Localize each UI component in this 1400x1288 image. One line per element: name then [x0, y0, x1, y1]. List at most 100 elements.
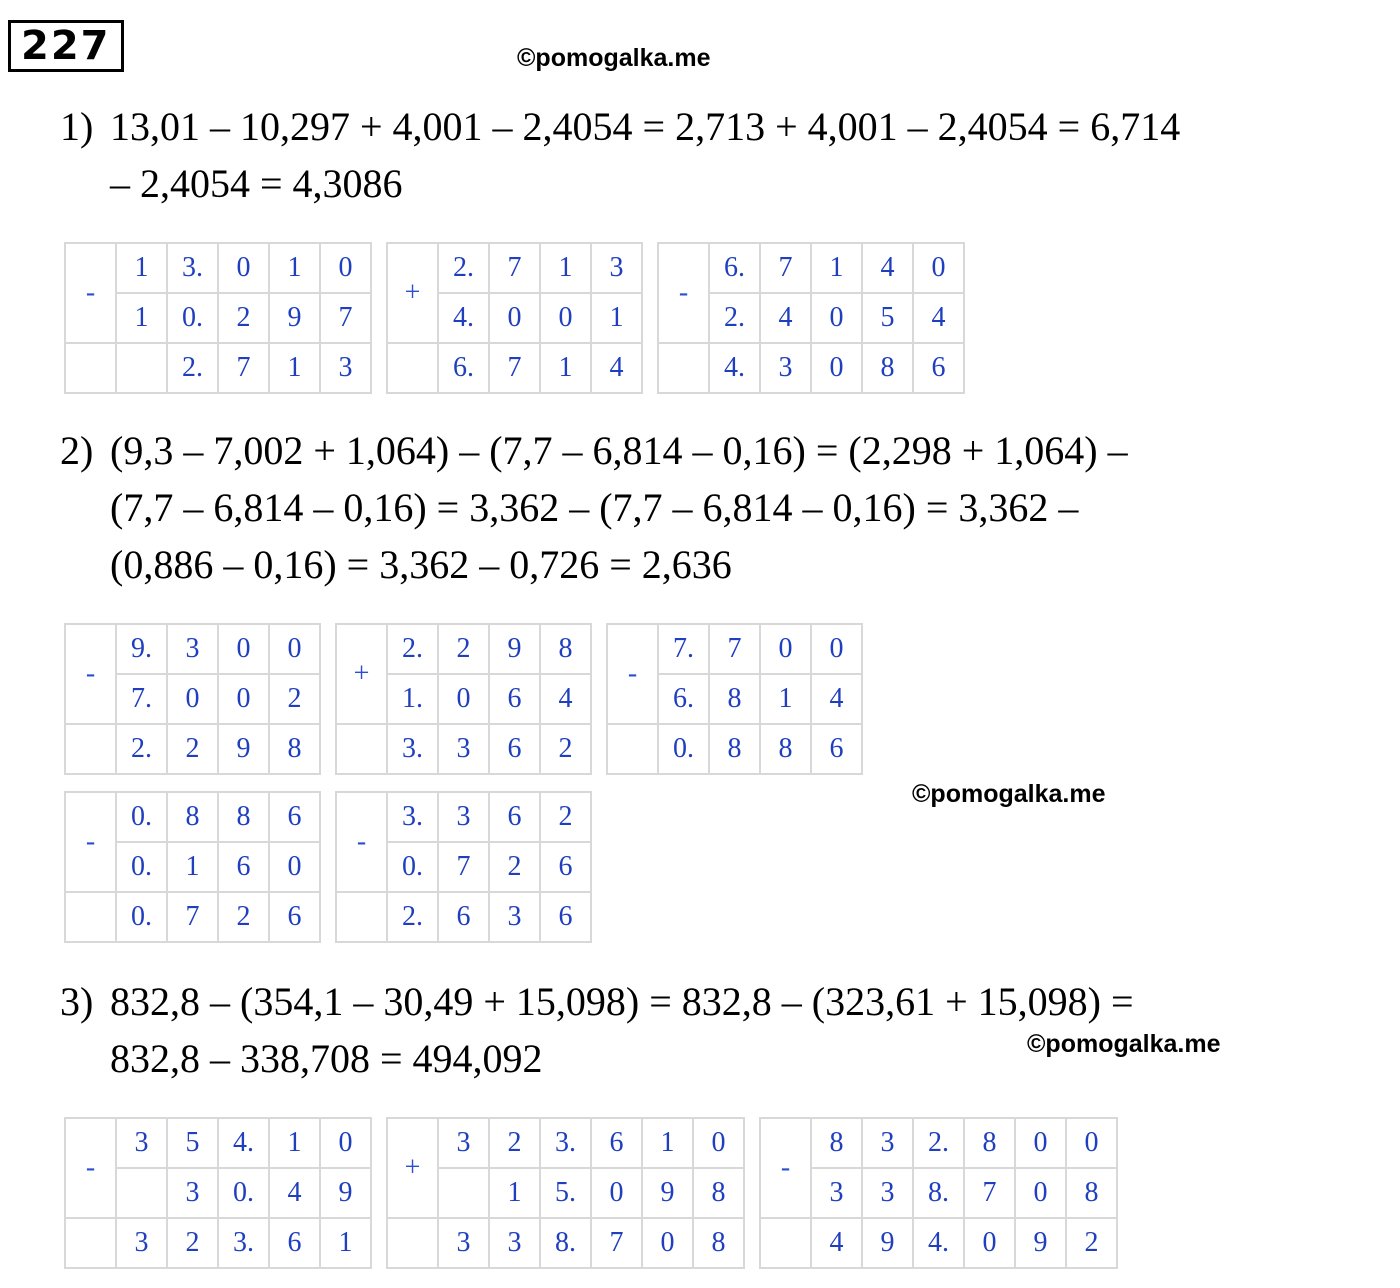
operator: - [64, 1117, 117, 1219]
column-calculation: +2. 7 1 3 4. 0 0 1 6. 7 1 4 [386, 242, 643, 394]
empty-cell [64, 342, 117, 394]
digit: 8 [861, 342, 914, 394]
digit: 3. [166, 242, 219, 294]
digit: 3 [437, 1217, 490, 1269]
digit: 7 [963, 1167, 1016, 1219]
calc-row: 3. 3 6 2 [335, 723, 592, 775]
digit: 6 [488, 723, 541, 775]
calc-row: -8 3 2. 8 0 0 [759, 1117, 1118, 1219]
calc-row: 2. 4 0 5 4 [658, 292, 965, 344]
empty-cell [386, 342, 439, 394]
digit: 3. [386, 723, 439, 775]
digit: 8 [759, 723, 812, 775]
digit: 7. [115, 673, 168, 725]
digit: 7 [759, 242, 812, 294]
digit: 0 [166, 673, 219, 725]
digit: 6 [590, 1117, 643, 1169]
digit: 0 [759, 623, 812, 675]
digit: 3 [759, 342, 812, 394]
calculations: -9. 3 0 0 7. 0 0 2 2. 2 9 8 +2. 2 9 8 1. 0 6 4 3. 3 6 2-7. 7 0 0 6.… [64, 623, 1124, 943]
calc-row: +3 2 3. 6 1 0 [386, 1117, 745, 1219]
calc-row: 3 0. 4 9 [65, 1167, 372, 1219]
digit: 1 [590, 292, 643, 344]
digit: 8 [692, 1167, 745, 1219]
calc-row: -9. 3 0 0 [64, 623, 321, 725]
digit: 1 [539, 342, 592, 394]
digit: 2 [166, 1217, 219, 1269]
digit: 1 [641, 1117, 694, 1169]
calc-row: 3 3 8. 7 0 8 [760, 1167, 1118, 1219]
operator: - [64, 623, 117, 725]
digit: 7 [488, 242, 541, 294]
empty-cell [64, 891, 117, 943]
empty-cell [437, 1167, 490, 1219]
digit: 2. [386, 623, 439, 675]
digit: 4. [437, 292, 490, 344]
digit: 2. [115, 723, 168, 775]
problem: 1) 13,01 – 10,297 + 4,001 – 2,4054 = 2,71… [60, 98, 1380, 394]
digit: 3. [217, 1217, 270, 1269]
digit: 5 [166, 1117, 219, 1169]
calc-row: -6. 7 1 4 0 [657, 242, 965, 344]
column-calculation: -8 3 2. 8 0 0 3 3 8. 7 0 8 4 9 4. 0 9 2 [759, 1117, 1118, 1269]
digit: 0 [437, 673, 490, 725]
digit: 3 [115, 1117, 168, 1169]
digit: 3 [590, 242, 643, 294]
digit: 2 [217, 891, 270, 943]
digit: 0 [912, 242, 965, 294]
operator: + [335, 623, 388, 725]
digit: 0 [319, 242, 372, 294]
text-line: 13,01 – 10,297 + 4,001 – 2,4054 = 2,713 … [110, 104, 1181, 149]
column-calculation: +2. 2 9 8 1. 0 6 4 3. 3 6 2 [335, 623, 592, 775]
digit: 3 [488, 1217, 541, 1269]
digit: 1 [319, 1217, 372, 1269]
column-calculation: -3 5 4. 1 0 3 0. 4 9 3 2 3. 6 1 [64, 1117, 372, 1269]
digit: 8 [539, 623, 592, 675]
digit: 0 [319, 1117, 372, 1169]
operator: - [759, 1117, 812, 1219]
digit: 1 [268, 342, 321, 394]
digit: 3 [488, 891, 541, 943]
digit: 9 [268, 292, 321, 344]
problem: 2) (9,3 – 7,002 + 1,064) – (7,7 – 6,814 –… [60, 422, 1380, 943]
problem-label: 1) [60, 104, 94, 149]
digit: 1 [539, 242, 592, 294]
calc-row: +2. 2 9 8 [335, 623, 592, 725]
digit: 4 [590, 342, 643, 394]
digit: 8 [166, 791, 219, 843]
exercise-number: 227 [8, 20, 124, 72]
calc-row: 6. 8 1 4 [607, 673, 863, 725]
digit: 7 [488, 342, 541, 394]
digit: 4 [810, 673, 863, 725]
digit: 6 [539, 841, 592, 893]
empty-cell [386, 1217, 439, 1269]
calc-row: 1 0. 2 9 7 [65, 292, 372, 344]
digit: 2 [217, 292, 270, 344]
digit: 2. [437, 242, 490, 294]
digit: 0 [488, 292, 541, 344]
digit: 8 [1065, 1167, 1118, 1219]
digit: 4 [759, 292, 812, 344]
digit: 1 [810, 242, 863, 294]
calc-row: 2. 6 3 6 [335, 891, 592, 943]
calc-row: 4. 3 0 8 6 [657, 342, 965, 394]
digit: 3 [861, 1117, 914, 1169]
digit: 0 [810, 623, 863, 675]
digit: 4 [861, 242, 914, 294]
digit: 1. [386, 673, 439, 725]
digit: 0. [115, 841, 168, 893]
calc-row: -3 5 4. 1 0 [64, 1117, 372, 1219]
digit: 4. [217, 1117, 270, 1169]
digit: 0 [539, 292, 592, 344]
digit: 1 [488, 1167, 541, 1219]
digit: 6 [912, 342, 965, 394]
digit: 0. [115, 891, 168, 943]
digit: 5. [539, 1167, 592, 1219]
digit: 0. [386, 841, 439, 893]
digit: 4 [810, 1217, 863, 1269]
text-line: 832,8 – 338,708 = 494,092 [110, 1036, 543, 1081]
calc-row: 2. 2 9 8 [64, 723, 321, 775]
digit: 6 [217, 841, 270, 893]
digit: 2. [912, 1117, 965, 1169]
calc-row: -0. 8 8 6 [64, 791, 321, 893]
